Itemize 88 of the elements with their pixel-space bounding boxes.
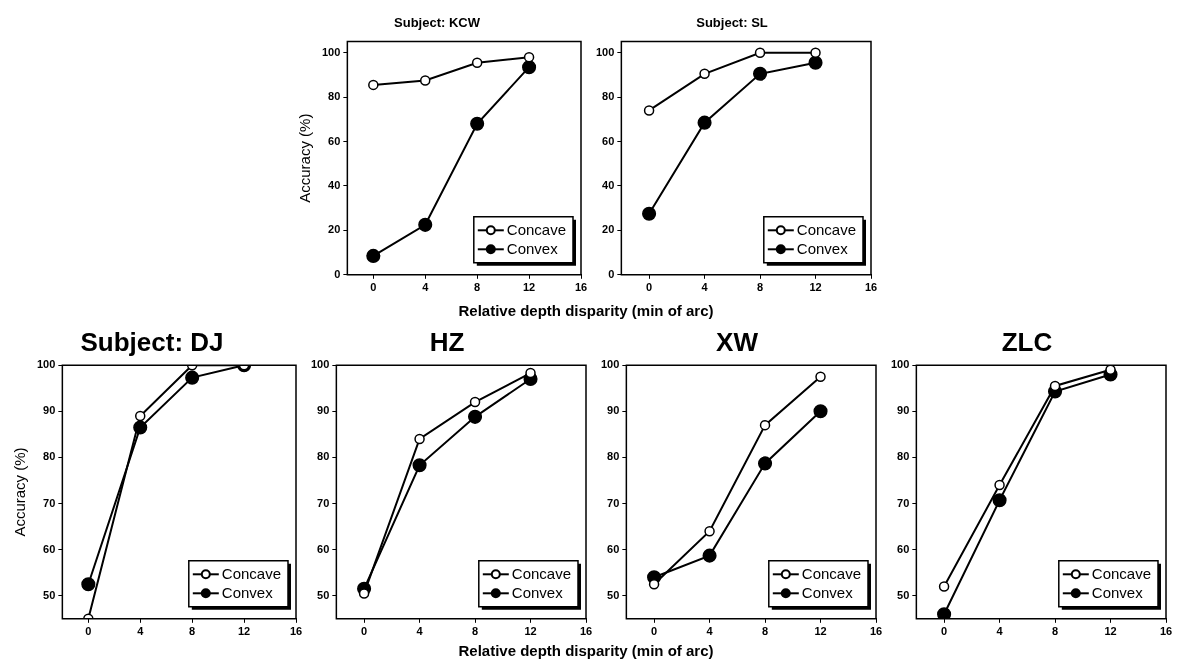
x-tick-label: 4 <box>137 625 145 638</box>
x-tick-label: 0 <box>370 281 377 294</box>
x-tick-label: 8 <box>471 625 479 638</box>
legend-label: Concave <box>796 221 856 239</box>
x-tick-label: 0 <box>85 625 92 638</box>
y-tick-label: 90 <box>317 404 330 417</box>
legend-label: Convex <box>796 240 849 258</box>
x-tick-label: 8 <box>761 625 769 638</box>
x-axis-title: Relative depth disparity (min of arc) <box>458 642 714 659</box>
y-tick-label: 100 <box>321 45 341 58</box>
x-tick-label: 0 <box>361 625 368 638</box>
y-tick-label: 90 <box>43 404 56 417</box>
y-tick-label: 60 <box>602 134 615 147</box>
legend-label: Concave <box>511 565 571 583</box>
chart-title: ZLC <box>1001 326 1053 357</box>
x-tick-label: 12 <box>237 625 251 638</box>
x-tick-label: 12 <box>1104 625 1117 638</box>
x-tick-label: 16 <box>1159 625 1173 638</box>
y-tick-label: 70 <box>317 496 330 509</box>
y-axis-title: Accuracy (%) <box>296 113 314 203</box>
y-tick-label: 100 <box>890 358 910 371</box>
y-tick-label: 70 <box>897 496 910 509</box>
legend-label: Convex <box>801 584 854 602</box>
y-tick-label: 70 <box>43 496 56 509</box>
y-tick-label: 50 <box>43 588 56 601</box>
x-tick-label: 8 <box>1051 625 1059 638</box>
legend-label: Convex <box>511 584 564 602</box>
y-tick-label: 90 <box>897 404 910 417</box>
y-tick-label: 80 <box>43 450 56 463</box>
x-tick-label: 0 <box>646 281 653 294</box>
y-tick-label: 100 <box>595 45 615 58</box>
y-tick-label: 100 <box>600 358 620 371</box>
y-tick-label: 60 <box>317 542 330 555</box>
chart-title: XW <box>716 326 759 357</box>
y-tick-label: 50 <box>317 588 330 601</box>
y-tick-label: 60 <box>607 542 620 555</box>
y-tick-label: 80 <box>607 450 620 463</box>
y-tick-label: 80 <box>328 90 341 103</box>
x-axis-title: Relative depth disparity (min of arc) <box>458 302 714 319</box>
chart-title: Subject: SL <box>696 15 768 31</box>
legend-label: Concave <box>1091 565 1151 583</box>
legend-label: Concave <box>221 565 281 583</box>
chart-title: Subject: DJ <box>80 326 224 357</box>
x-tick-label: 0 <box>651 625 658 638</box>
x-tick-label: 4 <box>416 625 424 638</box>
y-tick-label: 40 <box>602 178 615 191</box>
legend-label: Concave <box>506 221 566 239</box>
x-tick-label: 12 <box>524 625 537 638</box>
y-tick-label: 70 <box>607 496 620 509</box>
x-tick-label: 16 <box>289 625 303 638</box>
legend-label: Concave <box>801 565 861 583</box>
y-tick-label: 60 <box>43 542 56 555</box>
x-tick-label: 4 <box>422 281 430 294</box>
y-tick-label: 50 <box>897 588 910 601</box>
legend-label: Convex <box>1091 584 1144 602</box>
y-tick-label: 80 <box>317 450 330 463</box>
y-tick-label: 90 <box>607 404 620 417</box>
y-tick-label: 60 <box>328 134 341 147</box>
x-tick-label: 12 <box>809 281 822 294</box>
y-tick-label: 100 <box>36 358 56 371</box>
y-tick-label: 20 <box>328 223 341 236</box>
y-tick-label: 80 <box>602 90 615 103</box>
legend-label: Convex <box>506 240 559 258</box>
chart-title: Subject: KCW <box>394 15 481 31</box>
y-tick-label: 100 <box>310 358 330 371</box>
y-tick-label: 80 <box>897 450 910 463</box>
y-tick-label: 60 <box>897 542 910 555</box>
x-tick-label: 8 <box>474 281 481 294</box>
x-tick-label: 12 <box>814 625 827 638</box>
x-tick-label: 4 <box>996 625 1004 638</box>
x-tick-label: 4 <box>706 625 714 638</box>
y-tick-label: 0 <box>608 267 615 280</box>
x-tick-label: 16 <box>869 625 883 638</box>
x-tick-label: 16 <box>864 281 878 294</box>
x-tick-label: 16 <box>574 281 588 294</box>
x-tick-label: 16 <box>579 625 593 638</box>
x-tick-label: 8 <box>189 625 196 638</box>
y-tick-label: 20 <box>602 223 615 236</box>
x-tick-label: 4 <box>701 281 709 294</box>
x-tick-label: 12 <box>522 281 536 294</box>
x-tick-label: 8 <box>756 281 764 294</box>
y-tick-label: 50 <box>607 588 620 601</box>
chart-title: HZ <box>429 326 465 357</box>
x-tick-label: 0 <box>941 625 948 638</box>
legend-label: Convex <box>221 584 274 602</box>
y-tick-label: 40 <box>328 178 341 191</box>
y-axis-title: Accuracy (%) <box>11 447 29 537</box>
y-tick-label: 0 <box>334 267 341 280</box>
